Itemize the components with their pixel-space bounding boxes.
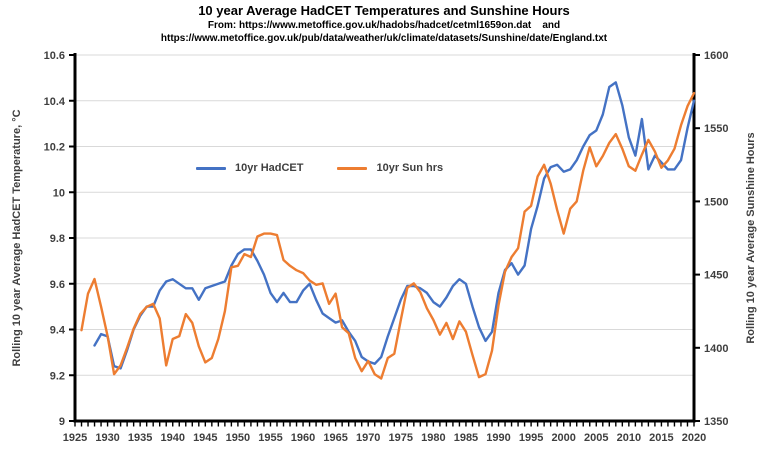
left-axis-tick-label: 9: [59, 416, 65, 428]
x-axis-tick-label: 1930: [95, 432, 119, 444]
x-axis-tick-label: 1965: [323, 432, 347, 444]
right-axis-tick-label: 1550: [704, 123, 728, 135]
chart-title: 10 year Average HadCET Temperatures and …: [198, 3, 570, 18]
hadcet-legend-label: 10yr HadCET: [235, 162, 304, 174]
left-axis-tick-label: 9.4: [50, 325, 66, 337]
x-axis-tick-label: 1935: [128, 432, 152, 444]
sunhrs-line-swatch: [337, 166, 368, 170]
x-axis-tick-label: 1995: [519, 432, 543, 444]
x-axis-tick-label: 1985: [454, 432, 478, 444]
x-axis-tick-label: 1975: [389, 432, 413, 444]
right-axis-tick-label: 1600: [704, 50, 728, 62]
left-axis-tick-label: 9.2: [50, 370, 65, 382]
x-axis-tick-label: 1945: [193, 432, 217, 444]
x-axis-tick-label: 1955: [258, 432, 282, 444]
legend-item-hadcet: 10yr HadCET: [196, 162, 303, 174]
x-axis-tick-label: 1980: [421, 432, 445, 444]
left-axis-tick-label: 9.6: [50, 279, 65, 291]
x-axis-tick-label: 1990: [486, 432, 510, 444]
right-axis-tick-label: 1400: [704, 343, 728, 355]
hadcet-line-swatch: [196, 166, 226, 170]
right-axis-title: Rolling 10 year Average Sunshine Hours: [745, 132, 757, 344]
sunhrs-series-line: [80, 91, 696, 380]
left-axis-tick-label: 10: [53, 187, 65, 199]
x-axis-tick-label: 2020: [682, 432, 706, 444]
left-axis-tick-label: 10.4: [44, 96, 66, 108]
x-axis-tick-label: 2010: [617, 432, 641, 444]
x-axis-tick-label: 1940: [160, 432, 184, 444]
x-axis-tick-label: 1950: [226, 432, 250, 444]
right-axis-tick-label: 1350: [704, 416, 728, 428]
chart-subtitle-line2: https://www.metoffice.gov.uk/pub/data/we…: [160, 33, 608, 44]
left-axis-title: Rolling 10 year Average HadCET Temperatu…: [11, 109, 23, 367]
right-axis-tick-label: 1450: [704, 270, 728, 282]
sunhrs-legend-label: 10yr Sun hrs: [376, 162, 444, 174]
legend: 10yr HadCET 10yr Sun hrs: [196, 162, 443, 174]
left-axis-tick-label: 10.6: [44, 50, 65, 62]
x-axis-tick-label: 2005: [584, 432, 608, 444]
hadcet-series-line: [93, 81, 696, 370]
x-axis-tick-label: 1925: [63, 432, 87, 444]
x-axis-tick-label: 2015: [649, 432, 673, 444]
x-axis-tick-label: 1970: [356, 432, 380, 444]
chart-subtitle-line1: From: https://www.metoffice.gov.uk/hadob…: [207, 20, 561, 31]
left-axis-tick-label: 10.2: [44, 142, 65, 154]
left-axis-tick-label: 9.8: [50, 233, 65, 245]
right-axis-tick-label: 1500: [704, 196, 728, 208]
x-axis-tick-label: 1960: [291, 432, 315, 444]
legend-item-sunhrs: 10yr Sun hrs: [337, 162, 443, 174]
x-axis-tick-label: 2000: [551, 432, 575, 444]
